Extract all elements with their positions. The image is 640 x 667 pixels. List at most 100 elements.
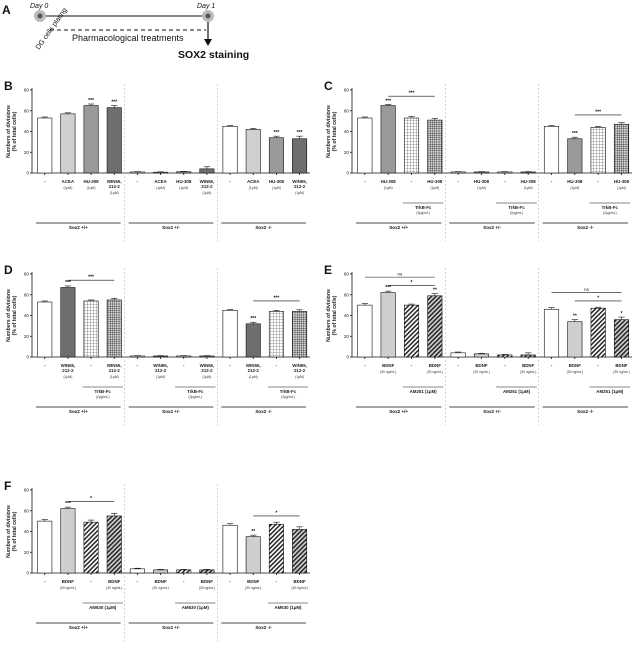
bar — [245, 129, 261, 174]
bar — [106, 299, 122, 358]
x-tick-label: ACEA — [154, 179, 167, 184]
x-tick-label: - — [44, 363, 46, 368]
y-axis-label: (% of total cells) — [332, 295, 338, 335]
bar — [106, 515, 122, 574]
treatment-label: AM630 (1μM) — [182, 605, 210, 610]
significance-label: *** — [297, 130, 303, 136]
x-tick-label: WIN55, — [200, 363, 215, 368]
x-tick-label: 212-2 — [109, 368, 121, 373]
bar — [543, 308, 560, 358]
group-label: Sox2 -/- — [577, 409, 594, 414]
treatment-label: AM251 (1μM) — [596, 389, 624, 394]
x-tick-label: - — [411, 363, 413, 368]
bar — [292, 138, 308, 174]
bar — [497, 354, 513, 358]
x-tick-label: WIN55, — [107, 179, 122, 184]
bar — [590, 127, 606, 174]
y-tick-label: 40 — [344, 129, 350, 134]
x-tick-label: BDNF — [154, 579, 167, 584]
y-tick-label: 0 — [26, 571, 29, 576]
x-tick-label: - — [504, 179, 506, 184]
treatment-label: AM630 (1μM) — [89, 605, 117, 610]
group-label: Sox2 -/- — [255, 625, 272, 630]
x-tick-sublabel: (1μM) — [110, 375, 119, 379]
bar — [245, 323, 261, 358]
x-tick-sublabel: (30 ng/mL) — [520, 370, 536, 374]
significance-label: *** — [88, 98, 94, 104]
x-tick-label: ACEA — [247, 179, 260, 184]
bar — [520, 354, 536, 358]
x-tick-label: - — [44, 579, 46, 584]
x-tick-sublabel: (1μM) — [110, 191, 119, 195]
x-tick-sublabel: (30 ng/mL) — [380, 370, 396, 374]
bar — [567, 321, 583, 358]
significance-label: * — [621, 311, 623, 317]
y-tick-label: 20 — [344, 334, 350, 339]
x-tick-label: 212-2 — [155, 368, 167, 373]
treatment-label: TrkB-Fc — [415, 205, 432, 210]
bar — [176, 171, 192, 174]
x-tick-sublabel: (1μM) — [156, 375, 165, 379]
group-label: Sox2 -/- — [255, 225, 272, 230]
x-tick-label: 212-2 — [201, 184, 213, 189]
chart-panel-d: D Numbers of divisions (% of total cells) 0… — [4, 263, 310, 425]
bar — [199, 569, 215, 574]
treatment-label: TrkB-Fc — [602, 205, 619, 210]
treatment-label: AM251 (1μM) — [503, 389, 531, 394]
x-tick-label: - — [44, 179, 46, 184]
x-tick-sublabel: (30 ng/mL) — [473, 370, 489, 374]
x-tick-label: - — [183, 363, 185, 368]
y-tick-label: 20 — [24, 334, 30, 339]
x-tick-label: - — [137, 579, 139, 584]
bar — [590, 307, 606, 358]
bar — [292, 311, 308, 358]
group-label: Sox2 +/+ — [389, 225, 408, 230]
x-tick-label: BDNF — [522, 363, 535, 368]
y-axis-label: Numbers of divisions — [6, 105, 12, 158]
bar — [129, 171, 145, 174]
chart-panel-c: C Numbers of divisions (% of total cells) 0… — [324, 79, 632, 241]
bar — [153, 171, 169, 174]
x-tick-label: HU-308 — [84, 179, 100, 184]
treatment-label: TrkB-Fc — [508, 205, 525, 210]
significance-label: *** — [250, 316, 256, 322]
significance-label: *** — [65, 280, 71, 286]
x-tick-label: - — [551, 179, 553, 184]
y-tick-label: 0 — [346, 355, 349, 360]
significance-label: *** — [111, 100, 117, 106]
panel-label-c: C — [324, 79, 333, 93]
x-tick-sublabel: (1μM) — [570, 186, 579, 190]
group-label: Sox2 +/+ — [69, 225, 88, 230]
x-tick-sublabel: (1μM) — [202, 375, 211, 379]
bar — [268, 311, 284, 358]
bracket-label: ns — [584, 287, 589, 292]
x-tick-label: - — [276, 579, 278, 584]
bar — [129, 355, 145, 358]
x-tick-label: BDNF — [62, 579, 75, 584]
x-tick-sublabel: (1μM) — [87, 186, 96, 190]
bar — [222, 524, 238, 574]
arrow-down-icon — [204, 39, 212, 46]
significance-label: ** — [573, 314, 577, 320]
x-tick-label: - — [597, 363, 599, 368]
y-tick-label: 80 — [344, 272, 350, 277]
significance-label: *** — [572, 131, 578, 137]
x-tick-label: WIN55, — [200, 179, 215, 184]
group-label: Sox2 +/+ — [69, 409, 88, 414]
significance-label: ** — [251, 529, 255, 535]
x-tick-label: - — [504, 363, 506, 368]
group-label: Sox2 +/+ — [389, 409, 408, 414]
bar — [380, 105, 396, 174]
significance-label: *** — [273, 130, 279, 136]
x-tick-sublabel: (30 ng/mL) — [427, 370, 443, 374]
x-tick-label: BDNF — [475, 363, 488, 368]
bar — [245, 536, 261, 574]
x-tick-label: - — [364, 363, 366, 368]
x-tick-sublabel: (30 ng/mL) — [152, 586, 168, 590]
y-tick-label: 40 — [24, 129, 30, 134]
bar — [37, 520, 53, 574]
day0-label: Day 0 — [30, 3, 48, 10]
treatment-label: Pharmacological treatments — [72, 33, 184, 43]
y-tick-label: 80 — [24, 488, 30, 493]
x-tick-label: WIN55, — [292, 363, 307, 368]
